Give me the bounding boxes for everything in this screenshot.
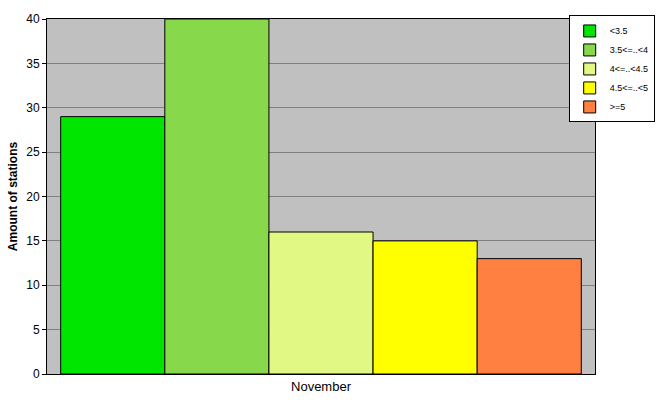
svg-text:35: 35 bbox=[26, 57, 40, 71]
svg-text:25: 25 bbox=[26, 145, 40, 159]
svg-text:November: November bbox=[291, 379, 352, 394]
svg-text:30: 30 bbox=[26, 101, 40, 115]
svg-text:>=5: >=5 bbox=[610, 102, 626, 112]
svg-text:40: 40 bbox=[26, 12, 40, 26]
svg-text:15: 15 bbox=[26, 234, 40, 248]
svg-text:10: 10 bbox=[26, 278, 40, 292]
svg-text:5: 5 bbox=[33, 323, 40, 337]
svg-text:0: 0 bbox=[33, 367, 40, 381]
svg-text:3.5<=..<4: 3.5<=..<4 bbox=[610, 45, 648, 55]
svg-text:20: 20 bbox=[26, 190, 40, 204]
svg-text:Amount of stations: Amount of stations bbox=[6, 142, 20, 252]
svg-text:4<=..<4.5: 4<=..<4.5 bbox=[610, 64, 648, 74]
svg-text:<3.5: <3.5 bbox=[610, 26, 628, 36]
svg-text:4.5<=..<5: 4.5<=..<5 bbox=[610, 83, 648, 93]
